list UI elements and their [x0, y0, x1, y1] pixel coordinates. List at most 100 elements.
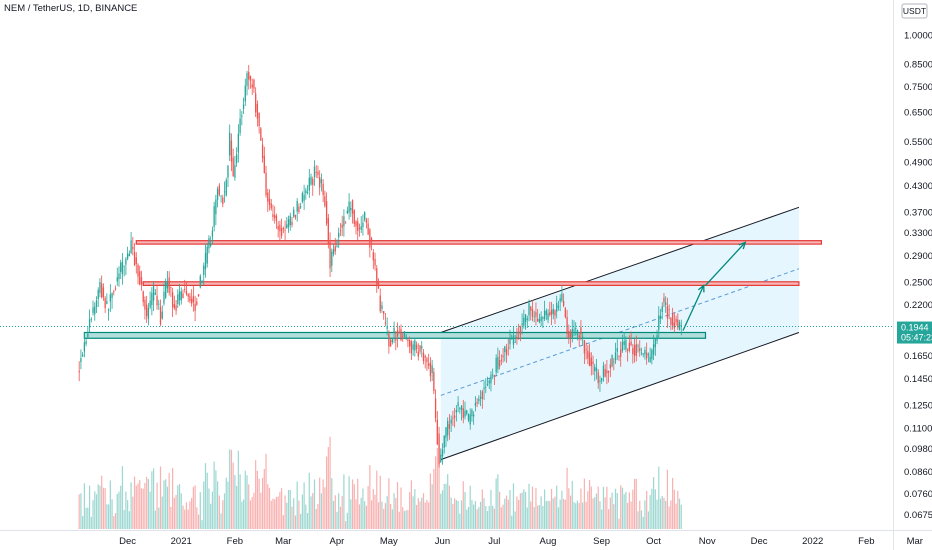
candle-body: [152, 286, 155, 301]
projection-arrows[interactable]: [682, 241, 747, 331]
support-zone[interactable]: [83, 331, 707, 339]
candle-body: [578, 335, 580, 338]
candle-body: [478, 398, 480, 402]
candle-body: [246, 73, 248, 86]
symbol-title[interactable]: NEM / TetherUS, 1D, BINANCE: [4, 3, 137, 14]
candle-body: [614, 352, 617, 361]
volume-bar: [189, 501, 191, 529]
volume-bar: [130, 482, 132, 529]
candle-body: [369, 229, 371, 248]
candle-body: [353, 210, 355, 225]
resistance-zone[interactable]: [142, 281, 800, 286]
volume-bar: [417, 498, 419, 529]
candle-body: [256, 103, 259, 119]
volume-bar: [459, 513, 461, 529]
volume-bar: [457, 500, 459, 529]
volume-bar: [265, 453, 267, 529]
candle-body: [403, 331, 406, 337]
volume-bar: [462, 481, 464, 529]
time-tick-label: Sep: [593, 536, 610, 547]
candle-body: [514, 341, 516, 343]
candle-body: [284, 229, 286, 231]
volume-bar: [543, 489, 546, 529]
volume-bar: [111, 499, 113, 529]
candle-body: [213, 206, 215, 227]
volume-bar: [85, 507, 87, 529]
candle-body: [279, 224, 281, 232]
projection-arrow-line[interactable]: [682, 285, 705, 331]
volume-bar: [350, 499, 352, 529]
volume-bar: [395, 497, 397, 529]
candle-body: [348, 201, 350, 213]
volume-bar: [325, 456, 328, 529]
candle-body: [178, 291, 181, 301]
projection-arrow-line[interactable]: [705, 241, 746, 286]
channel-lower-line[interactable]: [440, 332, 800, 461]
candle-body: [204, 252, 207, 270]
candle-body: [408, 340, 411, 347]
candle-body: [677, 319, 679, 328]
candle-body: [291, 221, 293, 226]
candle-body: [289, 215, 291, 226]
candle-body: [588, 352, 591, 366]
volume-bar: [140, 488, 143, 529]
volume-bar: [106, 504, 108, 529]
price-tick-label: 0.1250: [904, 401, 932, 412]
price-tick-label: 0.2500: [904, 277, 932, 288]
candle-body: [322, 183, 324, 195]
volume-bar: [594, 497, 596, 529]
price-tick-label: 0.8500: [904, 60, 932, 71]
volume-bar: [564, 499, 566, 529]
volume-bar: [640, 510, 643, 529]
candle-body: [130, 240, 132, 253]
resistance-zone[interactable]: [135, 240, 823, 245]
currency-button[interactable]: USDT: [901, 3, 928, 19]
volume-bar: [604, 497, 606, 529]
volume-bar: [149, 491, 151, 529]
candle-body: [377, 282, 380, 289]
volume-bar: [583, 478, 585, 529]
time-axis[interactable]: Dec 2021 Feb Mar Apr May Jun Jul Aug Sep Oct Nov Dec…: [119, 536, 923, 547]
volume-bar: [180, 493, 182, 529]
candle-body: [587, 350, 589, 359]
candle-body: [517, 331, 520, 333]
candle-body: [633, 344, 636, 356]
candle-body: [656, 335, 658, 341]
volume-bar: [296, 481, 298, 529]
candle-body: [306, 191, 309, 193]
channel-upper-line[interactable]: [440, 206, 800, 333]
candle-body: [296, 201, 298, 212]
volume-bar: [381, 501, 383, 529]
volume-bar: [438, 436, 440, 529]
candle-body: [338, 232, 340, 238]
price-axis[interactable]: 1.0000 0.8500 0.7500 0.6500 0.5500 0.4900 0.43…: [904, 31, 932, 522]
volume-bar: [348, 476, 350, 529]
candle-body: [360, 226, 362, 230]
volume-bar: [313, 479, 316, 529]
price-tick-label: 0.2200: [904, 300, 932, 311]
price-tick-label: 0.6500: [904, 107, 932, 118]
candle-body: [537, 319, 539, 321]
volume-bar: [623, 494, 625, 529]
candle-body: [388, 333, 390, 347]
candle-body: [680, 325, 682, 327]
volume-bar: [206, 472, 208, 529]
candle-body: [618, 355, 620, 357]
candle-body: [405, 336, 407, 339]
candle-body: [512, 335, 515, 345]
candle-body: [543, 310, 546, 319]
volume-bar: [383, 508, 385, 529]
volume-bar: [203, 481, 205, 529]
candle-body: [163, 291, 165, 304]
candle-body: [429, 362, 432, 377]
volume-bar: [102, 487, 105, 529]
candle-body: [599, 380, 601, 382]
candle-body: [104, 297, 106, 309]
candle-body: [147, 307, 150, 319]
volume-bar: [249, 500, 252, 529]
candle-body: [87, 333, 89, 337]
volume-bar: [284, 495, 286, 529]
volume-bar: [429, 473, 432, 529]
candle-body: [90, 318, 92, 320]
